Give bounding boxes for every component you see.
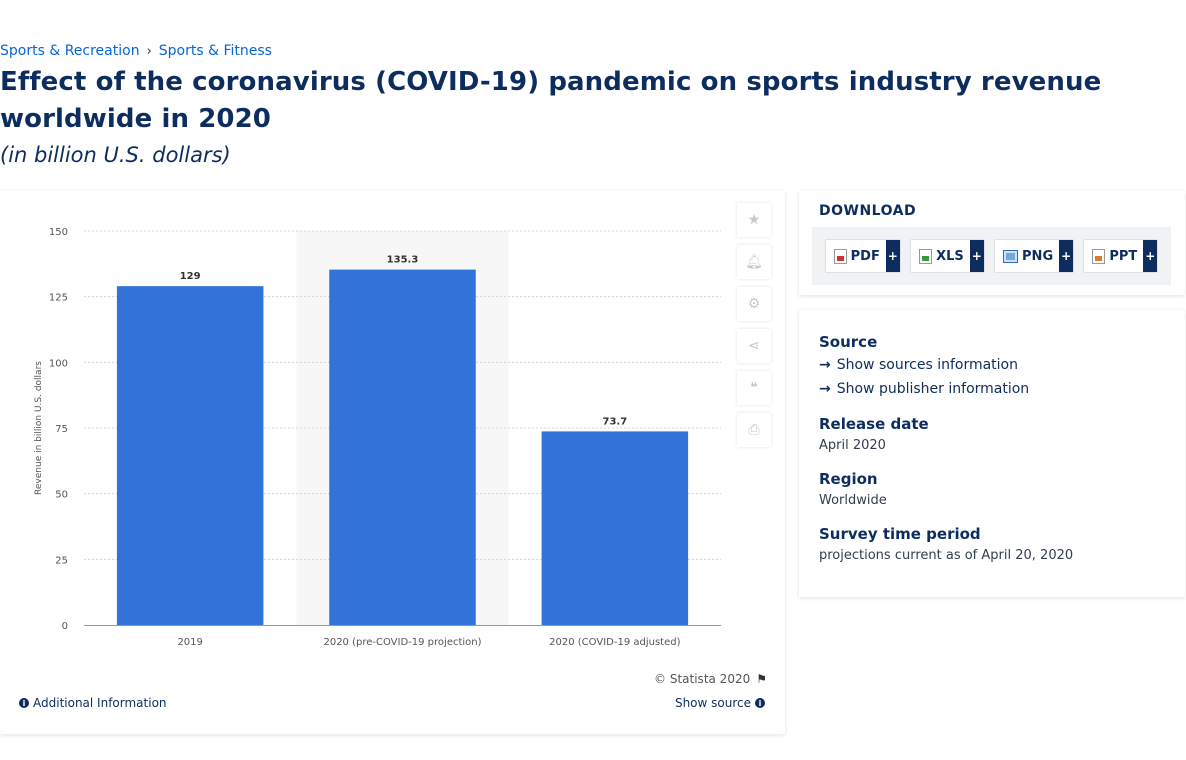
x-tick-label: 2020 (pre-COVID-19 projection) xyxy=(323,637,481,648)
share-icon[interactable]: ⋖ xyxy=(737,329,771,363)
page-subtitle: (in billion U.S. dollars) xyxy=(0,143,231,167)
plus-icon[interactable]: + xyxy=(1143,240,1158,272)
show-sources-link[interactable]: → Show sources information xyxy=(819,357,1018,373)
additional-info-label: Additional Information xyxy=(33,696,167,710)
breadcrumb-sports-recreation[interactable]: Sports & Recreation xyxy=(0,43,140,59)
survey-period-value: projections current as of April 20, 2020 xyxy=(819,548,1074,563)
y-tick-label: 25 xyxy=(55,555,68,566)
arrow-right-icon: → xyxy=(819,357,831,373)
xls-file-icon xyxy=(919,248,933,264)
chart-toolbar: ★ 🔔︎ ⚙ ⋖ ❝ ⎙ xyxy=(737,203,773,455)
info-icon: i xyxy=(755,698,765,708)
release-date-heading: Release date xyxy=(819,415,929,433)
chart-card: 0 25 50 75 100 125 150 Revenue in billion U.S. … xyxy=(0,191,785,734)
y-tick-label: 100 xyxy=(49,358,68,369)
bar xyxy=(116,286,264,625)
x-tick-label: 2020 (COVID-19 adjusted) xyxy=(549,637,680,648)
region-value: Worldwide xyxy=(819,493,887,508)
survey-period-heading: Survey time period xyxy=(819,525,981,543)
breadcrumb: Sports & Recreation › Sports & Fitness xyxy=(0,43,272,59)
copyright-text: © Statista 2020 xyxy=(654,672,751,686)
y-tick-label: 75 xyxy=(55,424,68,435)
download-png-label: PNG xyxy=(1022,248,1054,264)
breadcrumb-sports-fitness[interactable]: Sports & Fitness xyxy=(158,43,272,59)
download-xls-button[interactable]: XLS + xyxy=(910,239,985,273)
show-source-label: Show source xyxy=(674,696,751,710)
y-axis-label: Revenue in billion U.S. dollars xyxy=(34,361,44,495)
show-publisher-label: Show publisher information xyxy=(836,381,1030,397)
bar-value-label: 129 xyxy=(180,271,201,282)
download-pdf-button[interactable]: PDF + xyxy=(824,239,901,273)
source-heading: Source xyxy=(819,333,878,351)
gear-icon[interactable]: ⚙ xyxy=(737,287,771,321)
source-panel: Source → Show sources information → Show… xyxy=(799,310,1185,597)
bar-value-label: 135.3 xyxy=(387,255,419,266)
png-file-icon xyxy=(1003,249,1019,263)
bell-icon[interactable]: 🔔︎ xyxy=(737,245,771,279)
copyright-notice: © Statista 2020 ⚑ xyxy=(654,672,767,686)
bar-value-label: 73.7 xyxy=(602,416,627,427)
y-tick-label: 125 xyxy=(49,293,68,304)
download-ppt-label: PPT xyxy=(1109,248,1138,264)
y-tick-label: 50 xyxy=(55,490,68,501)
flag-icon[interactable]: ⚑ xyxy=(756,672,767,686)
x-tick-label: 2019 xyxy=(177,637,202,648)
page-title: Effect of the coronavirus (COVID-19) pan… xyxy=(0,67,1102,134)
info-icon: i xyxy=(19,698,29,708)
plus-icon[interactable]: + xyxy=(885,240,900,272)
download-png-button[interactable]: PNG + xyxy=(994,239,1075,273)
plus-icon[interactable]: + xyxy=(1059,240,1074,272)
print-icon[interactable]: ⎙ xyxy=(737,413,771,447)
download-xls-label: XLS xyxy=(936,248,964,264)
download-pdf-label: PDF xyxy=(850,248,880,264)
y-tick-label: 0 xyxy=(62,621,68,632)
pdf-file-icon xyxy=(833,248,847,264)
bar xyxy=(329,269,476,625)
show-source-link[interactable]: Show source i xyxy=(675,696,765,710)
star-icon[interactable]: ★ xyxy=(737,203,771,237)
breadcrumb-separator: › xyxy=(146,43,152,59)
download-title: DOWNLOAD xyxy=(819,203,917,219)
quote-icon[interactable]: ❝ xyxy=(737,371,771,405)
y-tick-label: 150 xyxy=(49,227,68,238)
bar xyxy=(541,431,689,625)
bar-chart: 0 25 50 75 100 125 150 Revenue in billion U.S. … xyxy=(34,227,721,648)
download-panel: DOWNLOAD PDF + XLS + PNG + PPT + xyxy=(799,191,1185,295)
release-date-value: April 2020 xyxy=(819,438,886,453)
show-sources-label: Show sources information xyxy=(836,357,1018,373)
additional-info-link[interactable]: i Additional Information xyxy=(19,696,167,710)
download-buttons: PDF + XLS + PNG + PPT + xyxy=(812,227,1171,285)
arrow-right-icon: → xyxy=(819,381,831,397)
plus-icon[interactable]: + xyxy=(969,240,984,272)
region-heading: Region xyxy=(819,470,878,488)
ppt-file-icon xyxy=(1092,248,1106,264)
download-ppt-button[interactable]: PPT + xyxy=(1083,239,1159,273)
show-publisher-link[interactable]: → Show publisher information xyxy=(819,381,1029,397)
